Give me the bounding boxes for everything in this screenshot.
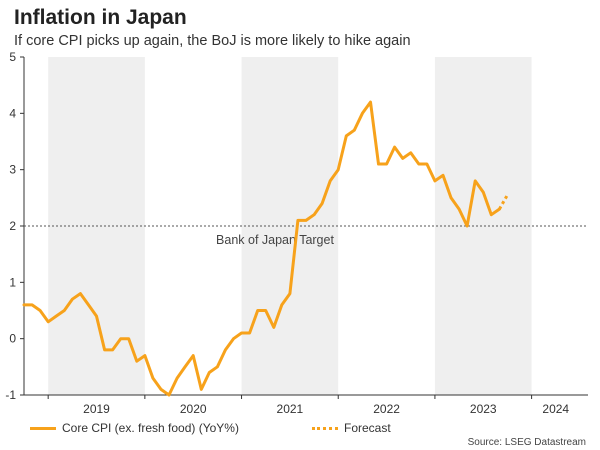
x-tick-label: 2023 <box>470 402 497 416</box>
target-line-label: Bank of Japan Target <box>216 233 334 247</box>
legend-swatch-dotted <box>312 426 338 430</box>
legend-item-forecast: Forecast <box>312 421 391 435</box>
x-tick-label: 2019 <box>83 402 110 416</box>
chart-title: Inflation in Japan <box>14 6 187 29</box>
series-line-forecast <box>498 194 509 210</box>
series-line-core-cpi <box>22 100 501 397</box>
chart-subtitle: If core CPI picks up again, the BoJ is m… <box>14 33 411 49</box>
shade-band-2023 <box>434 57 532 395</box>
legend-label-core-cpi: Core CPI (ex. fresh food) (YoY%) <box>62 421 239 435</box>
y-tick-label: 0 <box>9 332 16 346</box>
y-tick-label: 5 <box>9 50 16 64</box>
source-note: Source: LSEG Datastream <box>467 437 586 448</box>
legend-swatch-solid <box>30 426 56 430</box>
series-lines <box>22 100 509 397</box>
x-tick-label: 2021 <box>277 402 304 416</box>
y-tick-label: -1 <box>5 388 16 402</box>
x-tick-label: 2024 <box>542 402 569 416</box>
x-tick-label: 2022 <box>373 402 400 416</box>
y-tick-label: 4 <box>9 106 16 120</box>
legend-item-core-cpi: Core CPI (ex. fresh food) (YoY%) <box>30 421 239 435</box>
x-tick-label: 2020 <box>180 402 207 416</box>
legend-label-forecast: Forecast <box>344 421 391 435</box>
y-tick-label: 2 <box>9 219 16 233</box>
target-reference: Bank of Japan Target <box>24 225 588 247</box>
y-tick-label: 3 <box>9 163 16 177</box>
y-tick-label: 1 <box>9 275 16 289</box>
